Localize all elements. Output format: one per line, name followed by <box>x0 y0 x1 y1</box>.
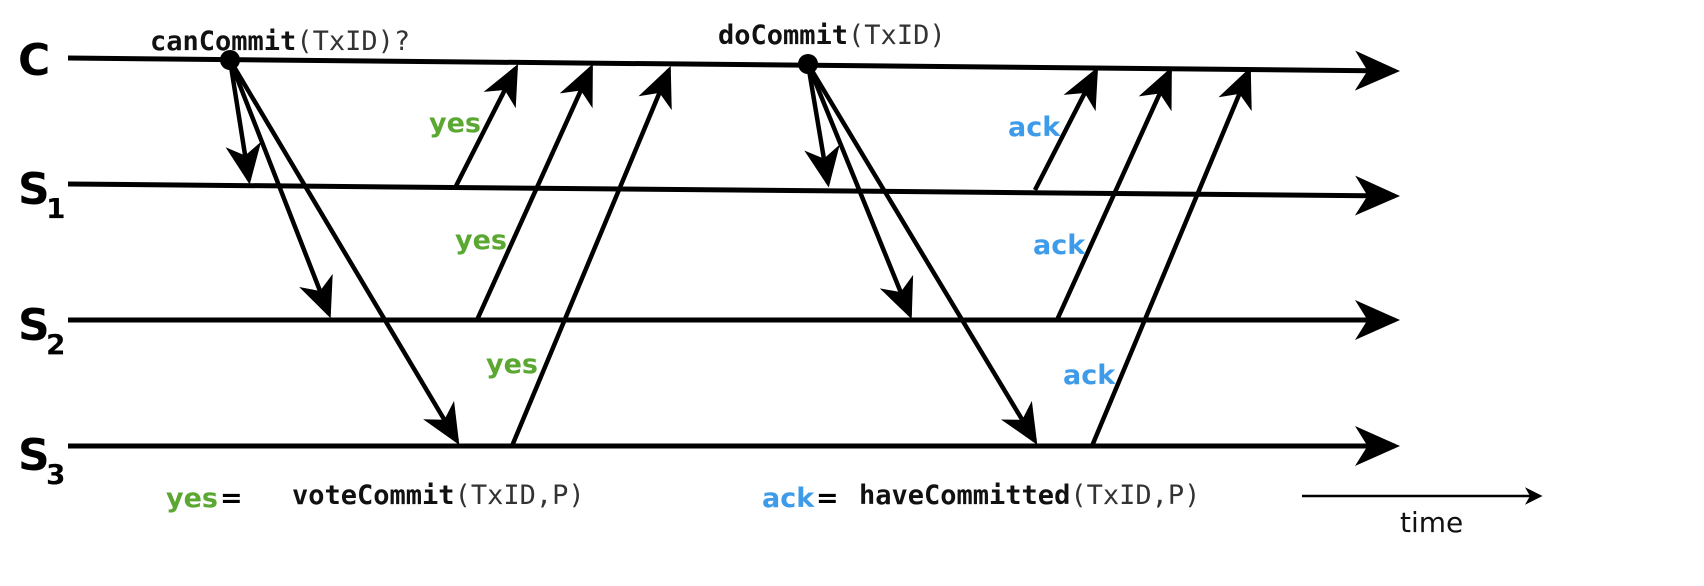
legend-ack: ack = haveCommitted(TxID,P) <box>762 480 1200 514</box>
svg-text:ack: ack <box>762 483 815 514</box>
yes-msg-s2 <box>474 63 594 321</box>
legend-yes: yes = voteCommit(TxID,P) <box>166 480 585 514</box>
docommit-msg-s1 <box>804 63 840 188</box>
docommit-msg-s2 <box>805 63 914 320</box>
docommit-label: doCommit(TxID) <box>718 20 946 51</box>
svg-text:=: = <box>220 483 243 514</box>
svg-text:S: S <box>18 164 50 215</box>
time-label: time <box>1400 506 1463 539</box>
ack-label-s3: ack <box>1063 360 1116 391</box>
cancommit-label: canCommit(TxID)? <box>150 26 410 57</box>
svg-text:1: 1 <box>46 192 65 225</box>
svg-text:=: = <box>816 483 839 514</box>
timeline-c <box>67 50 1400 91</box>
cancommit-msg-s3 <box>228 58 460 445</box>
cancommit-msg-s2 <box>227 59 333 319</box>
ack-msg-s2 <box>1054 66 1173 321</box>
ack-msg-s3 <box>1089 66 1252 447</box>
yes-label-s1: yes <box>429 108 481 139</box>
svg-text:3: 3 <box>46 458 65 491</box>
yes-msg-s3 <box>509 65 672 447</box>
yes-label-s2: yes <box>455 225 507 256</box>
svg-text:haveCommitted(TxID,P): haveCommitted(TxID,P) <box>859 480 1200 511</box>
svg-text:S: S <box>18 300 50 351</box>
ack-label-s2: ack <box>1033 230 1086 261</box>
svg-text:voteCommit(TxID,P): voteCommit(TxID,P) <box>292 480 585 511</box>
timeline-s1 <box>67 175 1400 216</box>
process-label-s1: S 1 <box>18 164 65 225</box>
svg-text:yes: yes <box>166 483 218 514</box>
svg-text:S: S <box>18 430 50 481</box>
yes-msg-s1 <box>453 63 519 188</box>
svg-text:2: 2 <box>46 328 65 361</box>
process-label-s2: S 2 <box>18 300 65 361</box>
yes-label-s3: yes <box>486 349 538 380</box>
process-label-c: C <box>18 35 50 86</box>
cancommit-msg-s1 <box>225 59 262 185</box>
ack-msg-s1 <box>1032 66 1099 192</box>
docommit-msg-s3 <box>806 62 1038 445</box>
ack-label-s1: ack <box>1008 112 1061 143</box>
process-label-s3: S 3 <box>18 430 65 491</box>
